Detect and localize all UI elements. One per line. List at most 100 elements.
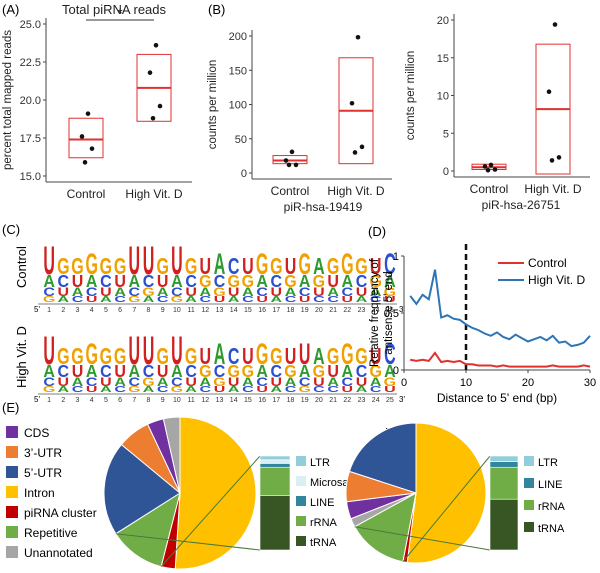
connector-line [160,455,261,567]
logo-letter: C [72,385,84,394]
panel-label-a: (A) [2,2,19,17]
logo-letter: G [57,344,69,369]
logo-letter: U [356,375,368,389]
logo-letter: C [242,385,254,394]
data-point [485,167,491,173]
data-point [549,158,555,163]
legend-label: Unannotated [24,546,93,560]
logo-letter: U [157,271,169,291]
logo-letter: C [157,295,169,304]
y-tick-label: 0 [393,365,399,377]
logo-letter: C [143,271,155,291]
logo-position-label: 13 [216,307,224,314]
logo-letter: A [356,385,368,394]
logo-letter: C [214,271,226,291]
pie-slice [406,422,487,564]
y-tick-label: 15 [437,53,449,65]
logo-letter: A [228,295,240,304]
y-tick-label: 100 [229,100,247,112]
logo-letter: G [227,361,239,381]
logo-position-label: 18 [287,397,295,404]
logo-letter: G [85,249,97,281]
logo-letter: U [185,285,197,299]
breakdown-legend-swatch [524,522,534,532]
series-line [410,351,591,368]
y-axis-label: counts per million [207,60,219,149]
logo-letter: G [213,375,225,389]
logo-position-label: 25 [386,397,394,404]
x-category-label: Control [67,187,106,201]
logo-letter: U [43,239,55,284]
logo-position-label: 17 [272,397,280,404]
logo-position-label: 1 [47,397,51,404]
breakdown-legend-label: rRNA [310,517,338,529]
logo-letter: G [185,344,197,369]
logo-letter: A [313,344,325,369]
logo-letter: U [299,339,311,371]
pie-slice [174,416,257,570]
legend-swatch [6,426,18,438]
logo-letter: C [129,285,141,299]
logo-letter: U [157,361,169,381]
breakdown-legend-swatch [296,496,306,506]
logo-letter: A [43,271,55,291]
logo-letter: A [313,254,325,279]
logo-letter: G [341,339,353,371]
logo-5prime-label: 5' [34,395,40,404]
data-point [82,160,88,165]
logo-letter: A [342,361,354,381]
logo-letter: A [370,375,382,389]
logo-position-label: 25 [386,307,394,314]
logo-position-label: 2 [61,307,65,314]
logo-letter: U [271,375,283,389]
logo-letter: G [355,254,367,279]
breakdown-legend-swatch [296,516,306,526]
logo-letter: G [100,254,112,279]
logo-letter: C [327,295,339,304]
breakdown-legend-swatch [524,456,534,466]
logo-letter: G [128,295,141,304]
logo-letter: U [114,361,126,381]
logo-letter: U [285,254,297,279]
y-axis-label: percent total mapped reads [2,30,14,170]
logo-letter: C [171,285,183,299]
logo-letter: A [43,361,55,381]
breakdown-segment [489,466,519,500]
logo-letter: U [256,385,268,394]
legend-label: 3’-UTR [24,446,62,460]
logo-letter: U [370,344,382,369]
logo-letter: G [185,254,197,279]
logo-letter: A [114,375,126,389]
logo-position-label: 23 [358,397,366,404]
y-axis-label: Relative frequency of antisense 5' end [369,258,395,367]
logo-letter: U [342,385,354,394]
legend-label: CDS [24,426,49,440]
logo-letter: A [58,295,70,304]
logo-position-label: 10 [173,397,181,404]
logo-position-label: 20 [315,397,323,404]
logo-letter: A [171,361,183,381]
logo-letter: G [43,295,56,304]
y-tick-label: 0 [443,166,449,178]
legend-swatch [6,446,18,458]
logo-letter: C [313,385,325,394]
logo-position-label: 4 [90,307,94,314]
breakdown-legend-swatch [524,478,534,488]
logo-letter: C [157,385,169,394]
logo-letter: U [384,385,396,394]
logo-letter: C [313,295,325,304]
breakdown-legend-label: tRNA [538,523,565,535]
logo-letter: C [58,361,70,381]
logo-letter: A [384,271,396,291]
logo-position-label: 20 [315,307,323,314]
breakdown-segment [259,455,291,461]
y-tick-label: 200 [229,31,247,43]
breakdown-segment [259,466,291,496]
logo-letter: U [185,375,197,389]
logo-letter: A [214,249,226,281]
significance-marker: * [117,5,123,21]
logo-position-label: 15 [244,397,252,404]
logo-letter: C [370,385,382,394]
logo-letter: A [114,285,126,299]
logo-letter: G [114,254,126,279]
